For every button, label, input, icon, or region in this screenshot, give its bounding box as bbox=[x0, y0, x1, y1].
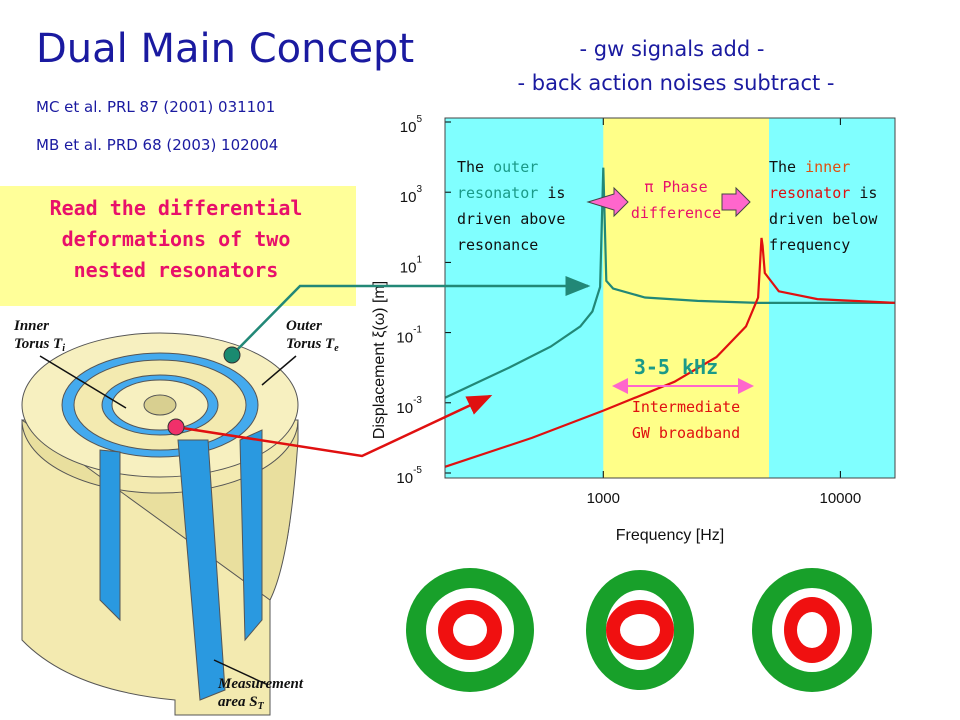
series-line bbox=[445, 237, 895, 468]
y-tick-label: 10-1 bbox=[396, 325, 422, 347]
plot-lines bbox=[445, 167, 895, 468]
y-tick-label: 10-5 bbox=[396, 465, 422, 487]
y-tick-exponent: -1 bbox=[413, 325, 422, 336]
reference: MC et al. PRL 87 (2001) 031101 bbox=[36, 98, 275, 116]
x-tick-label: 1000 bbox=[587, 490, 620, 507]
annotation: The outer resonator is driven above resonan… bbox=[457, 158, 565, 254]
subtitle: - gw signals add - bbox=[580, 37, 765, 61]
resonator-illustration bbox=[21, 332, 299, 716]
y-tick-label: 10-3 bbox=[396, 395, 422, 417]
y-tick-exponent: 3 bbox=[416, 184, 422, 195]
callout-box bbox=[0, 186, 356, 306]
subtitle: - back action noises subtract - bbox=[518, 71, 835, 95]
phase-arrow bbox=[721, 186, 751, 218]
callout-text: nested resonators bbox=[74, 258, 279, 282]
plot-frame bbox=[444, 117, 896, 479]
figure-label: Outer Torus Te bbox=[286, 318, 339, 354]
y-tick-base: 10 bbox=[400, 259, 417, 276]
y-tick-base: 10 bbox=[396, 470, 413, 487]
annotation: π Phase difference bbox=[631, 178, 721, 222]
annotation: Intermediate GW broadband bbox=[632, 398, 740, 442]
y-tick-label: 101 bbox=[400, 254, 423, 276]
label-leaders bbox=[39, 355, 297, 686]
connector bbox=[231, 276, 591, 356]
y-tick-exponent: -3 bbox=[413, 395, 422, 406]
figure-label: Measurement area ST bbox=[217, 676, 304, 712]
y-tick-base: 10 bbox=[396, 400, 413, 417]
y-tick-base: 10 bbox=[400, 119, 417, 136]
y-tick-label: 105 bbox=[400, 114, 423, 136]
connector bbox=[175, 394, 493, 458]
figure-label: Inner Torus Ti bbox=[13, 318, 65, 354]
connector-dot bbox=[223, 346, 241, 364]
series-line bbox=[445, 167, 895, 399]
connector-dot bbox=[167, 418, 185, 436]
y-axis-label: Displacement ξ(ω) [m] bbox=[371, 281, 388, 439]
y-tick-exponent: 5 bbox=[416, 114, 422, 125]
callout-text: Read the differential bbox=[50, 196, 303, 220]
y-tick-exponent: 1 bbox=[416, 254, 422, 265]
reference: MB et al. PRD 68 (2003) 102004 bbox=[36, 136, 278, 154]
range-label: 3-5 kHz bbox=[634, 355, 718, 379]
band bbox=[603, 118, 769, 478]
y-tick-base: 10 bbox=[396, 330, 413, 347]
y-tick-exponent: -5 bbox=[413, 465, 422, 476]
y-tick-label: 103 bbox=[400, 184, 423, 206]
mode-rings bbox=[406, 568, 872, 692]
phase-arrow bbox=[586, 186, 629, 218]
x-tick-label: 10000 bbox=[820, 490, 862, 507]
annotation: The inner resonator is driven below frequen… bbox=[769, 158, 878, 254]
y-tick-base: 10 bbox=[400, 189, 417, 206]
x-axis-label: Frequency [Hz] bbox=[616, 527, 724, 544]
title: Dual Main Concept bbox=[36, 26, 414, 72]
callout-text: deformations of two bbox=[62, 227, 291, 251]
